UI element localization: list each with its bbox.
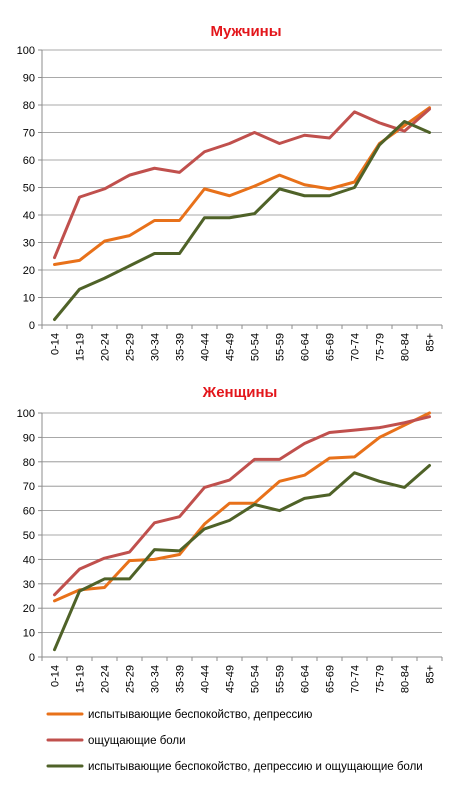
y-tick-label: 100	[17, 45, 35, 57]
chart-women: Женщины 0 10 20 30 40 50 60 70 80 90 100 0-14 15-19 20…	[17, 384, 443, 693]
x-tick-label: 65-69	[325, 333, 337, 361]
x-tick-label: 80-84	[400, 333, 412, 361]
x-tick-label: 15-19	[75, 665, 87, 693]
y-tick-label: 0	[29, 652, 35, 664]
series-line-anxiety	[53, 411, 431, 603]
y-tick-label: 100	[17, 408, 35, 420]
x-tick-label: 75-79	[375, 333, 387, 361]
x-tick-label: 35-39	[175, 665, 187, 693]
x-tick-label: 30-34	[150, 333, 162, 361]
x-tick-label: 85+	[425, 333, 437, 352]
x-tick-label: 70-74	[350, 333, 362, 361]
x-tick-label: 20-24	[100, 665, 112, 693]
x-tick-label: 25-29	[125, 333, 137, 361]
series-line-pain	[53, 107, 431, 260]
x-tick-label: 20-24	[100, 333, 112, 361]
y-tick-label: 60	[23, 506, 35, 518]
y-tick-label: 30	[23, 238, 35, 250]
series-line-pain	[53, 415, 431, 597]
y-tick-label: 10	[23, 293, 35, 305]
x-tick-label: 70-74	[350, 665, 362, 693]
y-tick-label: 70	[23, 481, 35, 493]
x-tick-label: 60-64	[300, 333, 312, 361]
chart-men: Мужчины 0 10 20 30 40 50 60 70 80 90 100 0-14 15-19 20…	[17, 23, 443, 361]
series-line-both	[53, 463, 431, 652]
legend: испытывающие беспокойство, депрессию ощущ…	[46, 709, 423, 773]
y-tick-label: 10	[23, 628, 35, 640]
y-tick-label: 30	[23, 579, 35, 591]
y-tick-label: 20	[23, 603, 35, 615]
y-tick-label: 70	[23, 128, 35, 140]
x-tick-label: 0-14	[50, 333, 62, 355]
x-tick-label: 55-59	[275, 333, 287, 361]
x-tick-label: 15-19	[75, 333, 87, 361]
x-tick-label: 55-59	[275, 665, 287, 693]
x-tick-label: 85+	[425, 665, 437, 684]
x-tick-label: 25-29	[125, 665, 137, 693]
y-tick-label: 80	[23, 457, 35, 469]
series-line-anxiety	[53, 106, 431, 266]
y-tick-label: 90	[23, 73, 35, 85]
x-tick-label: 60-64	[300, 665, 312, 693]
x-tick-label: 40-44	[200, 333, 212, 361]
y-tick-label: 90	[23, 432, 35, 444]
x-tick-label: 50-54	[250, 333, 262, 361]
x-tick-label: 80-84	[400, 665, 412, 693]
chart-title: Мужчины	[210, 23, 281, 40]
x-tick-label: 0-14	[50, 665, 62, 687]
chart-title: Женщины	[202, 384, 278, 401]
x-tick-label: 75-79	[375, 665, 387, 693]
x-tick-label: 50-54	[250, 665, 262, 693]
y-tick-label: 50	[23, 183, 35, 195]
x-tick-label: 40-44	[200, 665, 212, 693]
y-tick-label: 40	[23, 210, 35, 222]
legend-label-both: испытывающие беспокойство, депрессию и о…	[88, 761, 423, 773]
x-tick-label: 65-69	[325, 665, 337, 693]
y-tick-label: 60	[23, 155, 35, 167]
legend-label-pain: ощущающие боли	[88, 735, 186, 747]
series-line-both	[53, 120, 431, 321]
x-tick-label: 35-39	[175, 333, 187, 361]
x-tick-label: 30-34	[150, 665, 162, 693]
legend-label-anxiety: испытывающие беспокойство, депрессию	[88, 709, 313, 721]
y-tick-label: 80	[23, 100, 35, 112]
y-tick-label: 40	[23, 554, 35, 566]
y-tick-label: 50	[23, 530, 35, 542]
y-tick-label: 0	[29, 320, 35, 332]
x-tick-label: 45-49	[225, 665, 237, 693]
x-tick-label: 45-49	[225, 333, 237, 361]
y-tick-label: 20	[23, 265, 35, 277]
